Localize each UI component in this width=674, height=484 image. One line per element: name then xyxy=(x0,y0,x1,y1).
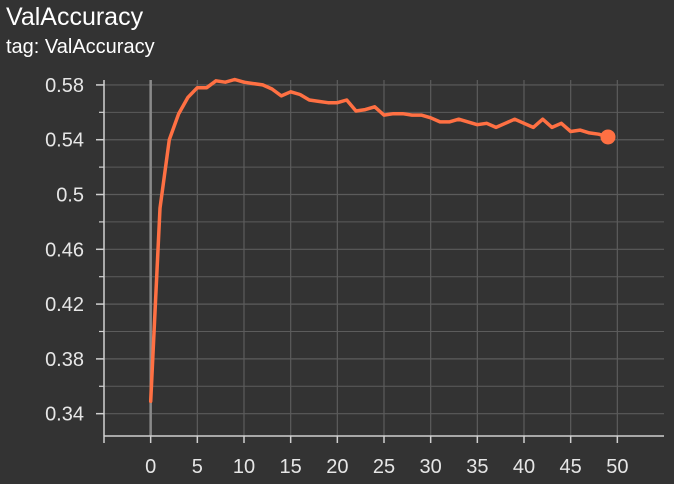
chart-tag-label: tag: ValAccuracy xyxy=(6,36,155,58)
last-point-marker[interactable] xyxy=(600,129,616,145)
y-tick-label: 0.38 xyxy=(45,349,84,371)
series-line[interactable] xyxy=(148,77,610,404)
x-tick-label: 30 xyxy=(420,456,442,478)
data-series[interactable] xyxy=(148,77,616,404)
grid-lines xyxy=(103,80,664,436)
x-tick-label: 50 xyxy=(606,456,628,478)
x-tick-label: 5 xyxy=(192,456,203,478)
y-tick-label: 0.54 xyxy=(45,130,84,152)
y-tick-label: 0.34 xyxy=(45,404,84,426)
x-tick-label: 40 xyxy=(513,456,535,478)
x-tick-label: 15 xyxy=(280,456,302,478)
y-tick-label: 0.42 xyxy=(45,294,84,316)
y-tick-label: 0.5 xyxy=(56,185,84,207)
chart-title: ValAccuracy xyxy=(6,3,144,31)
x-tick-label: 25 xyxy=(373,456,395,478)
x-tick-label: 35 xyxy=(466,456,488,478)
x-tick-label: 20 xyxy=(326,456,348,478)
y-tick-label: 0.46 xyxy=(45,239,84,261)
tick-labels: 0.34 0.38 0.42 0.46 0.5 0.54 0.58 0 5 10 15 20 25 30 3… xyxy=(45,75,628,478)
x-tick-label: 45 xyxy=(560,456,582,478)
axes xyxy=(96,80,664,443)
x-tick-label: 10 xyxy=(233,456,255,478)
x-tick-label: 0 xyxy=(145,456,156,478)
y-tick-label: 0.58 xyxy=(45,75,84,97)
